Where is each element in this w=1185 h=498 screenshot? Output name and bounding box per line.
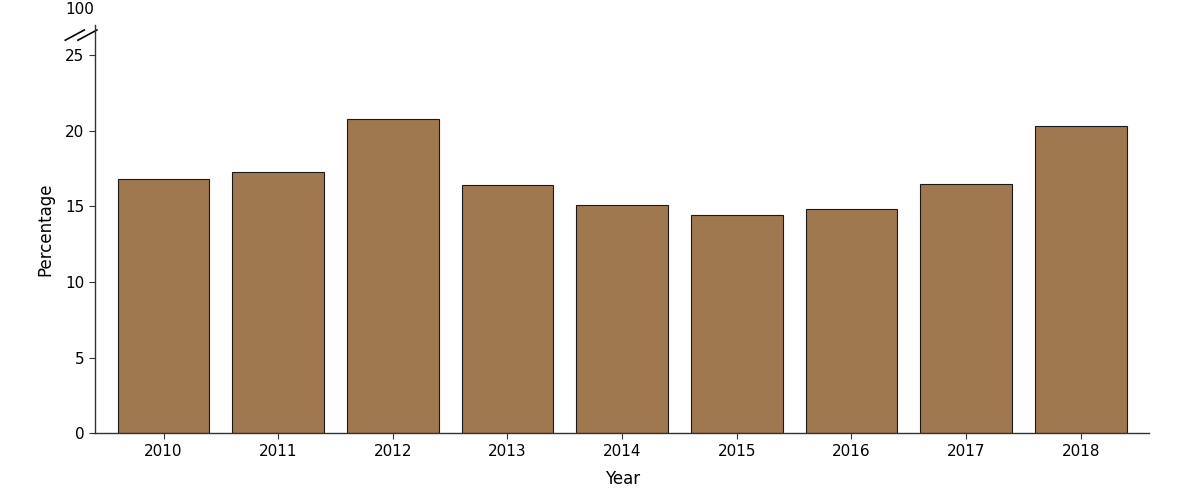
Bar xyxy=(691,216,782,433)
Bar xyxy=(921,184,1012,433)
Bar xyxy=(462,185,553,433)
Text: 100: 100 xyxy=(65,1,94,17)
Y-axis label: Percentage: Percentage xyxy=(36,182,55,276)
X-axis label: Year: Year xyxy=(604,470,640,488)
Bar xyxy=(806,210,897,433)
Bar xyxy=(347,119,438,433)
Bar xyxy=(576,205,668,433)
Bar xyxy=(117,179,210,433)
Bar xyxy=(232,172,324,433)
Bar xyxy=(1035,126,1127,433)
